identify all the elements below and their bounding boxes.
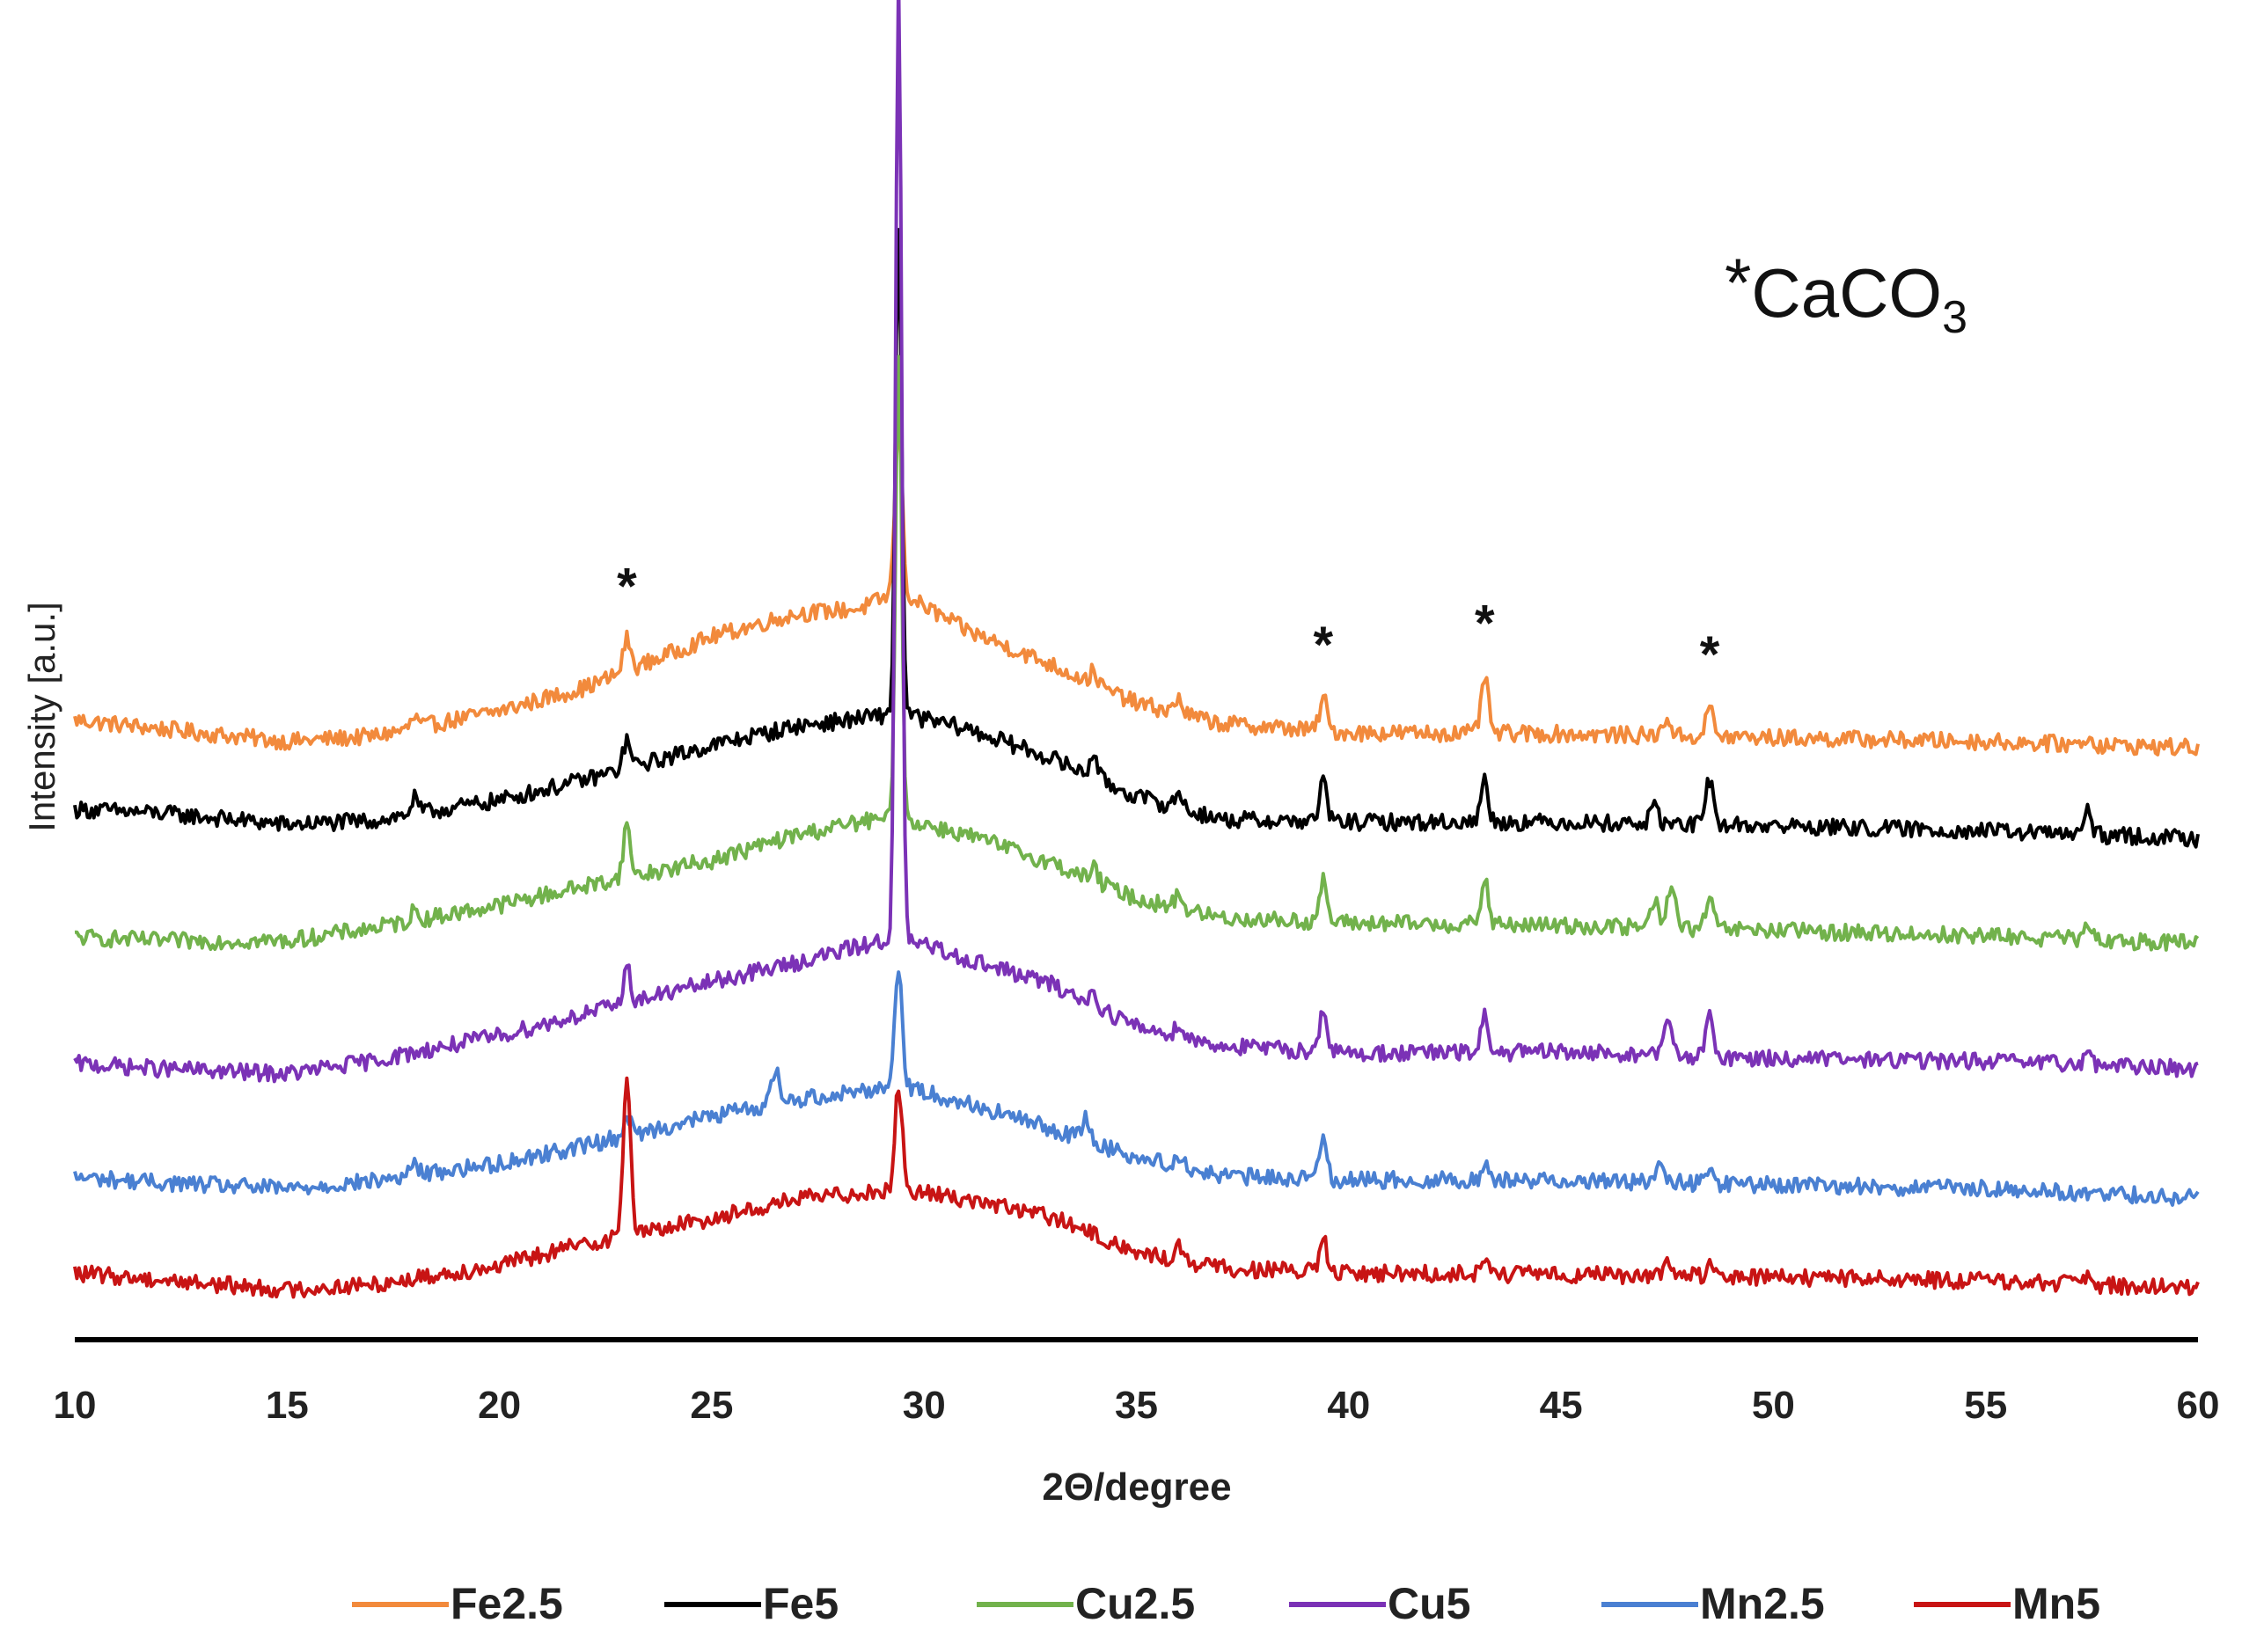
x-tick-labels: 10 15 20 25 30 35 40 45 50 55 60 [54,1384,2220,1427]
series-line-cu2-5 [74,355,2200,952]
series-line-fe5 [73,228,2200,849]
legend-label: Fe5 [763,1579,839,1628]
legend-label: Cu2.5 [1075,1579,1195,1628]
peak-marker: * [1700,626,1720,683]
caco3-text: CaCO [1751,254,1942,332]
x-tick-label: 20 [478,1384,521,1427]
x-tick-label: 15 [266,1384,309,1427]
series-line-fe2-5 [73,429,2200,757]
legend-label: Mn5 [2012,1579,2100,1628]
peak-marker: * [1475,595,1495,652]
peak-marker: * [1314,617,1334,674]
series-line-cu5 [73,0,2199,1084]
x-tick-label: 25 [690,1384,733,1427]
caco3-subscript: 3 [1942,292,1967,343]
peak-markers: ***** [617,558,1720,683]
series-layer [73,0,2200,1299]
series-line-mn2-5 [73,970,2200,1207]
legend-label: Fe2.5 [451,1579,563,1628]
legend-label: Mn2.5 [1700,1579,1825,1628]
x-tick-label: 35 [1115,1384,1158,1427]
x-tick-label: 10 [54,1384,97,1427]
series-line-mn5 [73,1076,2200,1299]
peak-marker: * [617,558,637,615]
x-axis-title: 2Θ/degree [1042,1466,1231,1509]
caco3-annotation: *CaCO3 [1725,244,1967,343]
x-tick-label: 60 [2177,1384,2220,1427]
x-tick-label: 50 [1752,1384,1795,1427]
legend: Fe2.5 Fe5 Cu2.5 Cu5 Mn2.5 Mn5 [352,1579,2100,1628]
x-tick-label: 40 [1327,1384,1370,1427]
y-axis-title: Intensity [a.u.] [21,602,62,831]
x-tick-label: 45 [1540,1384,1583,1427]
x-tick-label: 55 [1964,1384,2007,1427]
legend-label: Cu5 [1388,1579,1470,1628]
caco3-marker: * [1725,244,1751,321]
x-tick-label: 30 [903,1384,946,1427]
